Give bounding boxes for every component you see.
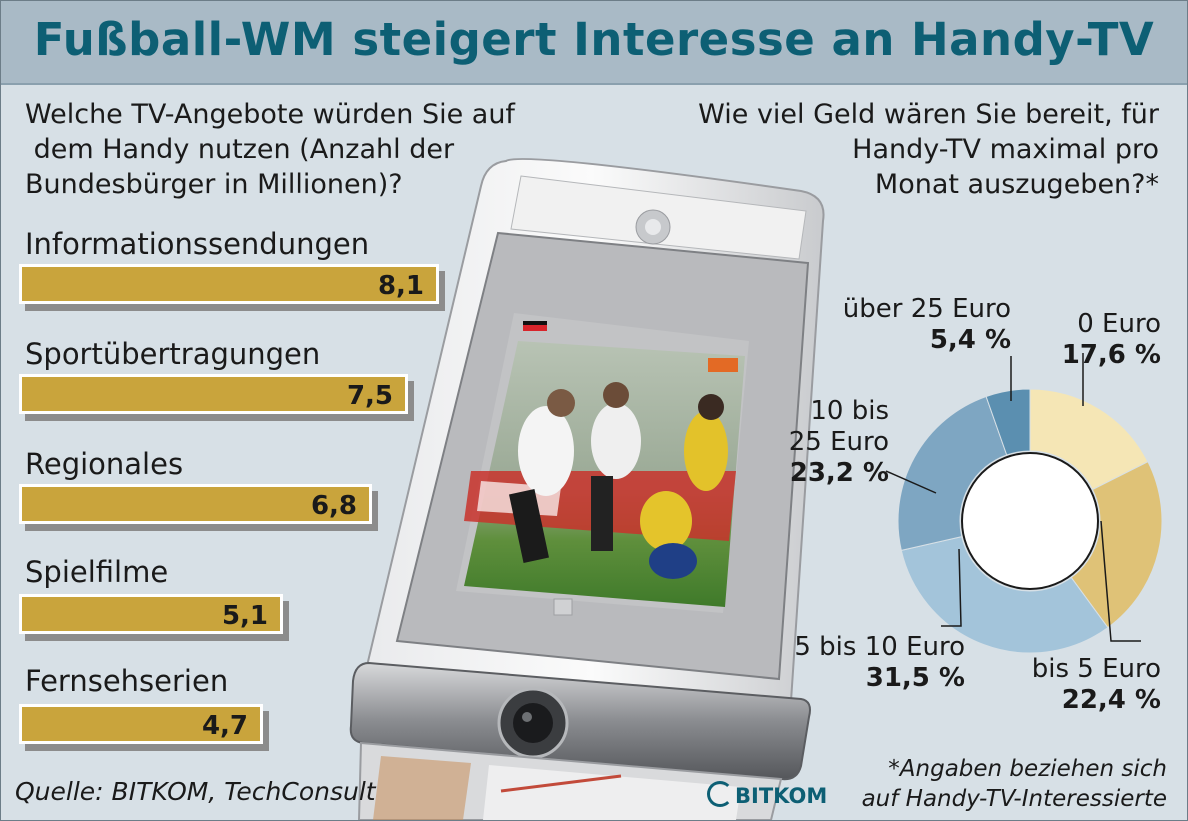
bar-label: Informationssendungen [25,227,370,261]
leader-line [1100,520,1141,642]
bar-value-label: 7,5 [346,381,393,411]
pie-label: 5 bis 10 Euro 31,5 % [794,632,965,693]
leader-line [941,548,962,627]
bar-label: Sportübertragungen [25,337,321,371]
donut-slice [897,395,1008,551]
pie-label: über 25 Euro 5,4 % [842,294,1011,355]
bar: 8,1 [19,264,439,304]
donut-slice [985,388,1031,456]
leader-line [885,470,937,494]
bar-label: Spielfilme [25,555,169,589]
pie-label: bis 5 Euro 22,4 % [1031,654,1161,715]
bitkom-logo: BITKOM [707,781,827,808]
footnote: *Angaben beziehen sich auf Handy-TV-Inte… [861,756,1167,812]
donut-chart-question: Wie viel Geld wären Sie bereit, für Hand… [698,99,1159,200]
bar-value-label: 5,1 [221,601,268,631]
bar: 4,7 [19,704,263,744]
donut-slice [900,535,1109,654]
bar-value-label: 6,8 [310,491,357,521]
page-title: Fußball-WM steigert Interesse an Handy-T… [33,13,1155,66]
bar-label: Regionales [25,447,184,481]
bar: 6,8 [19,484,372,524]
donut-hole [961,452,1099,590]
bitkom-logo-icon [707,781,733,807]
bar-chart-question: Welche TV-Angebote würden Sie auf dem Ha… [25,99,515,200]
bar: 7,5 [19,374,408,414]
bar: 5,1 [19,594,283,634]
bar-label: Fernsehserien [25,664,229,698]
donut-slice [1070,461,1163,629]
source-note: Quelle: BITKOM, TechConsult [15,777,376,806]
bar-value-label: 8,1 [377,271,424,301]
title-bar: Fußball-WM steigert Interesse an Handy-T… [1,1,1187,85]
pie-label: 10 bis 25 Euro 23,2 % [788,396,889,488]
bar-value-label: 4,7 [201,711,248,741]
pie-label: 0 Euro 17,6 % [1061,309,1161,370]
